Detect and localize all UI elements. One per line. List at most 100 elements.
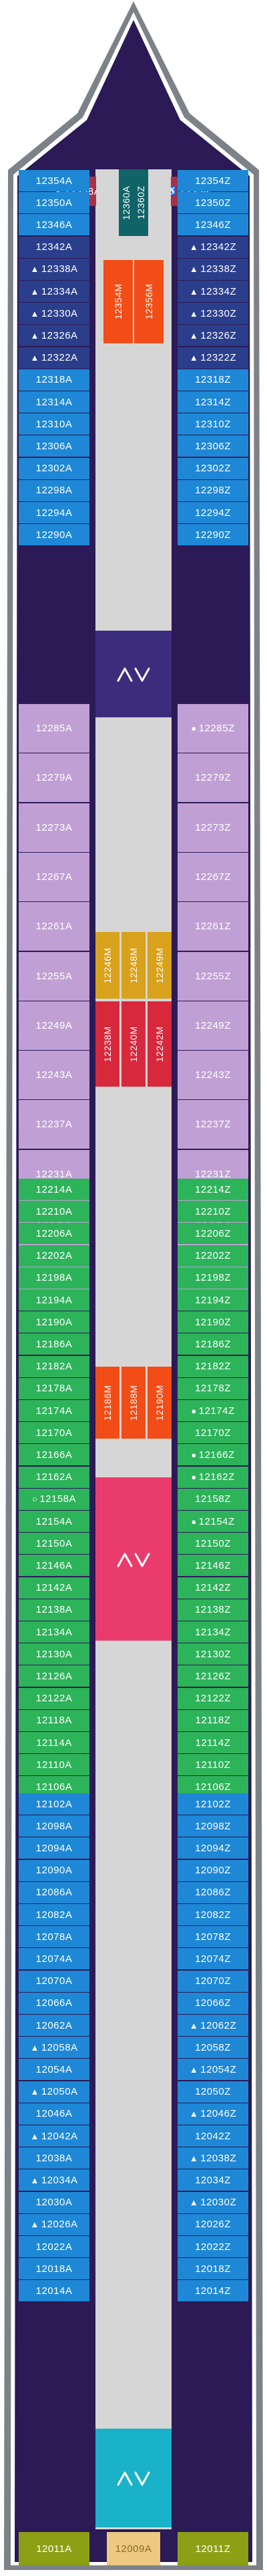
cabin-12190z[interactable]: 12190Z [178,1311,248,1333]
cabin-12238m[interactable]: 12238M [95,1001,119,1087]
cabin-12255z[interactable]: 12255Z [178,951,248,1001]
cabin-12098z[interactable]: 12098Z [178,1815,248,1837]
cabin-12237a[interactable]: 12237A [19,1100,89,1149]
cabin-12310z[interactable]: 12310Z [178,413,248,435]
cabin-12194a[interactable]: 12194A [19,1289,89,1311]
cabin-12102z[interactable]: 12102Z [178,1793,248,1815]
cabin-12022a[interactable]: 12022A [19,2236,89,2257]
cabin-12138a[interactable]: 12138A [19,1599,89,1621]
cabin-12249z[interactable]: 12249Z [178,1001,248,1050]
cabin-12240m[interactable]: 12240M [121,1001,146,1087]
cabin-12350z[interactable]: 12350Z [178,192,248,214]
cabin-12122a[interactable]: 12122A [19,1687,89,1709]
cabin-12354z[interactable]: 12354Z [178,170,248,191]
cabin-12050a[interactable]: ▲ 12050A [19,2081,89,2103]
cabin-12146z[interactable]: 12146Z [178,1555,248,1577]
cabin-12248m[interactable]: 12248M [121,932,146,999]
cabin-12082z[interactable]: 12082Z [178,1904,248,1925]
cabin-12326a[interactable]: ▲ 12326A [19,325,89,347]
cabin-12322z[interactable]: ▲ 12322Z [178,347,248,369]
cabin-12009a[interactable]: 12009A [107,2532,160,2565]
cabin-12318z[interactable]: 12318Z [178,369,248,391]
cabin-12342z[interactable]: ▲ 12342Z [178,236,248,258]
cabin-12210a[interactable]: 12210A [19,1201,89,1223]
cabin-12058a[interactable]: ▲ 12058A [19,2037,89,2059]
cabin-12273z[interactable]: 12273Z [178,803,248,852]
cabin-12318a[interactable]: 12318A [19,369,89,391]
cabin-12066a[interactable]: 12066A [19,1992,89,2014]
cabin-12354m[interactable]: 12354M [103,260,133,343]
cabin-12094a[interactable]: 12094A [19,1837,89,1859]
cabin-12150a[interactable]: 12150A [19,1533,89,1555]
cabin-12334a[interactable]: ▲ 12334A [19,281,89,302]
cabin-12058z[interactable]: 12058Z [178,2037,248,2059]
cabin-12267z[interactable]: 12267Z [178,852,248,901]
cabin-12030a[interactable]: 12030A [19,2191,89,2213]
cabin-12011a[interactable]: 12011A [19,2532,89,2565]
cabin-12130z[interactable]: 12130Z [178,1643,248,1665]
cabin-12038z[interactable]: ▲ 12038Z [178,2147,248,2169]
cabin-12314a[interactable]: 12314A [19,391,89,413]
cabin-12118a[interactable]: 12118A [19,1709,89,1731]
cabin-12158z[interactable]: 12158Z [178,1488,248,1510]
cabin-12360a[interactable]: 12360A [119,169,134,236]
cabin-12090z[interactable]: 12090Z [178,1859,248,1881]
cabin-12074a[interactable]: 12074A [19,1948,89,1970]
cabin-12356m[interactable]: 12356M [134,260,164,343]
cabin-12014z[interactable]: 12014Z [178,2280,248,2302]
cabin-12170z[interactable]: 12170Z [178,1422,248,1444]
cabin-12198a[interactable]: 12198A [19,1267,89,1289]
cabin-12261a[interactable]: 12261A [19,902,89,951]
cabin-12114z[interactable]: 12114Z [178,1732,248,1753]
cabin-12210z[interactable]: 12210Z [178,1201,248,1223]
cabin-12066z[interactable]: 12066Z [178,1992,248,2014]
elevator-midship[interactable] [95,1477,172,1641]
cabin-12086z[interactable]: 12086Z [178,1881,248,1903]
cabin-12294a[interactable]: 12294A [19,502,89,523]
cabin-12294z[interactable]: 12294Z [178,502,248,523]
cabin-12298a[interactable]: 12298A [19,479,89,501]
cabin-12249a[interactable]: 12249A [19,1001,89,1050]
cabin-12285a[interactable]: 12285A [19,704,89,753]
cabin-12182a[interactable]: 12182A [19,1355,89,1377]
cabin-12030z[interactable]: ▲ 12030Z [178,2191,248,2213]
cabin-12306z[interactable]: 12306Z [178,435,248,457]
cabin-12154z[interactable]: ● 12154Z [178,1511,248,1532]
cabin-12110a[interactable]: 12110A [19,1754,89,1776]
cabin-12346a[interactable]: 12346A [19,214,89,236]
cabin-12182z[interactable]: 12182Z [178,1355,248,1377]
cabin-12154a[interactable]: 12154A [19,1511,89,1532]
cabin-12094z[interactable]: 12094Z [178,1837,248,1859]
cabin-12054z[interactable]: ▲ 12054Z [178,2059,248,2081]
cabin-12194z[interactable]: 12194Z [178,1289,248,1311]
cabin-12279z[interactable]: 12279Z [178,753,248,803]
cabin-12162z[interactable]: ● 12162Z [178,1466,248,1488]
cabin-12122z[interactable]: 12122Z [178,1687,248,1709]
cabin-12338a[interactable]: ▲ 12338A [19,258,89,280]
cabin-12206a[interactable]: 12206A [19,1223,89,1245]
cabin-12330a[interactable]: ▲ 12330A [19,303,89,325]
cabin-12062a[interactable]: 12062A [19,2015,89,2036]
cabin-12166z[interactable]: ● 12166Z [178,1444,248,1466]
cabin-12011z[interactable]: 12011Z [178,2532,248,2565]
cabin-12267a[interactable]: 12267A [19,852,89,901]
cabin-12042a[interactable]: ▲ 12042A [19,2125,89,2147]
cabin-12202a[interactable]: 12202A [19,1245,89,1267]
cabin-12046a[interactable]: 12046A [19,2103,89,2125]
cabin-12126a[interactable]: 12126A [19,1665,89,1687]
cabin-12026a[interactable]: ▲ 12026A [19,2213,89,2235]
cabin-12046z[interactable]: ▲ 12046Z [178,2103,248,2125]
elevator-aft[interactable] [95,2429,172,2527]
cabin-12354a[interactable]: 12354A [19,170,89,191]
cabin-12214a[interactable]: 12214A [19,1179,89,1200]
cabin-12346z[interactable]: 12346Z [178,214,248,236]
cabin-12186a[interactable]: 12186A [19,1333,89,1355]
elevator-forward[interactable] [95,631,172,717]
cabin-12302a[interactable]: 12302A [19,457,89,479]
cabin-12018z[interactable]: 12018Z [178,2258,248,2280]
cabin-12162a[interactable]: 12162A [19,1466,89,1488]
cabin-12078a[interactable]: 12078A [19,1926,89,1948]
cabin-12170a[interactable]: 12170A [19,1422,89,1444]
cabin-12070z[interactable]: 12070Z [178,1970,248,1992]
cabin-12078z[interactable]: 12078Z [178,1926,248,1948]
